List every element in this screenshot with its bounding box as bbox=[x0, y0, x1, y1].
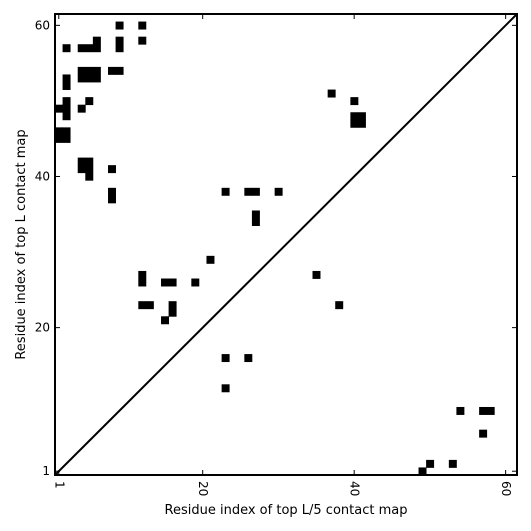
upper-contact-cell bbox=[62, 134, 71, 143]
lower-contact-cell bbox=[486, 406, 495, 415]
upper-contact-cell bbox=[62, 127, 71, 136]
upper-contact-cell bbox=[138, 301, 147, 310]
x-tick-label: 1 bbox=[52, 481, 66, 489]
upper-contact-cell bbox=[221, 354, 230, 363]
upper-contact-cell bbox=[115, 66, 124, 75]
upper-contact-cell bbox=[62, 74, 71, 83]
upper-contact-cell bbox=[77, 44, 86, 53]
upper-contact-cell bbox=[244, 354, 253, 363]
upper-contact-cell bbox=[55, 104, 63, 113]
upper-contact-cell bbox=[350, 97, 359, 106]
x-tick-label: 60 bbox=[499, 481, 513, 496]
upper-contact-cell bbox=[108, 66, 116, 75]
upper-contact-cell bbox=[168, 301, 177, 310]
upper-contact-cell bbox=[85, 172, 94, 181]
upper-contact-cell bbox=[138, 278, 147, 287]
x-tick-label: 20 bbox=[196, 481, 210, 496]
upper-contact-cell bbox=[85, 97, 94, 106]
upper-contact-cell bbox=[168, 308, 177, 317]
contact-cells bbox=[55, 21, 495, 476]
upper-contact-cell bbox=[115, 36, 124, 45]
upper-contact-cell bbox=[77, 165, 86, 174]
upper-contact-cell bbox=[92, 36, 101, 45]
upper-contact-cell bbox=[327, 89, 336, 98]
diagonal-line bbox=[54, 13, 518, 476]
upper-contact-cell bbox=[161, 316, 169, 325]
upper-contact-cell bbox=[77, 157, 86, 166]
upper-contact-cell bbox=[108, 165, 116, 174]
upper-contact-cell bbox=[221, 187, 230, 196]
y-tick-label: 60 bbox=[35, 18, 50, 32]
upper-contact-cell bbox=[55, 134, 63, 143]
upper-contact-cell bbox=[85, 74, 94, 83]
upper-contact-cell bbox=[191, 278, 200, 287]
upper-contact-cell bbox=[274, 187, 283, 196]
upper-contact-cell bbox=[108, 187, 116, 196]
upper-contact-cell bbox=[138, 36, 147, 45]
upper-contact-cell bbox=[312, 270, 321, 279]
upper-contact-cell bbox=[85, 165, 94, 174]
lower-contact-cell bbox=[426, 459, 435, 468]
lower-contact-cell bbox=[448, 459, 457, 468]
x-tick-label: 40 bbox=[348, 481, 362, 496]
upper-contact-cell bbox=[138, 21, 147, 30]
upper-contact-cell bbox=[161, 278, 169, 287]
plot-frame bbox=[54, 13, 518, 476]
upper-contact-cell bbox=[85, 44, 94, 53]
y-axis-label: Residue index of top L contact map bbox=[14, 129, 29, 359]
upper-contact-cell bbox=[85, 66, 94, 75]
upper-contact-cell bbox=[357, 119, 366, 128]
upper-contact-cell bbox=[62, 104, 71, 113]
upper-contact-cell bbox=[335, 301, 344, 310]
upper-contact-cell bbox=[115, 21, 124, 30]
lower-contact-cell bbox=[479, 429, 488, 438]
y-tick-label: 40 bbox=[35, 169, 50, 183]
lower-contact-cell bbox=[479, 406, 488, 415]
upper-contact-cell bbox=[85, 157, 94, 166]
upper-contact-cell bbox=[244, 187, 253, 196]
upper-contact-cell bbox=[62, 82, 71, 90]
upper-contact-cell bbox=[55, 127, 63, 136]
x-axis-label: Residue index of top L/5 contact map bbox=[165, 503, 408, 518]
upper-contact-cell bbox=[77, 66, 86, 75]
upper-contact-cell bbox=[115, 44, 124, 53]
upper-contact-cell bbox=[206, 255, 215, 264]
upper-contact-cell bbox=[350, 112, 359, 121]
axis-ticks: 1 20 40 60 1 20 40 60 bbox=[35, 14, 517, 496]
upper-contact-cell bbox=[92, 66, 101, 75]
upper-contact-cell bbox=[168, 278, 177, 287]
upper-contact-cell bbox=[62, 44, 71, 53]
upper-contact-cell bbox=[350, 119, 359, 128]
upper-contact-cell bbox=[145, 301, 154, 310]
upper-contact-cell bbox=[221, 384, 230, 393]
upper-contact-cell bbox=[92, 44, 101, 53]
upper-contact-cell bbox=[77, 74, 86, 83]
upper-contact-cell bbox=[62, 112, 71, 121]
upper-contact-cell bbox=[62, 97, 71, 106]
lower-contact-cell bbox=[456, 406, 465, 415]
upper-contact-cell bbox=[251, 218, 260, 227]
upper-contact-cell bbox=[92, 74, 101, 83]
y-tick-label: 1 bbox=[42, 464, 50, 478]
y-tick-label: 20 bbox=[35, 321, 50, 335]
upper-contact-cell bbox=[77, 104, 86, 113]
upper-contact-cell bbox=[251, 210, 260, 219]
lower-contact-cell bbox=[418, 467, 427, 476]
upper-contact-cell bbox=[251, 187, 260, 196]
upper-contact-cell bbox=[108, 195, 116, 204]
upper-contact-cell bbox=[357, 112, 366, 121]
upper-contact-cell bbox=[138, 270, 147, 279]
